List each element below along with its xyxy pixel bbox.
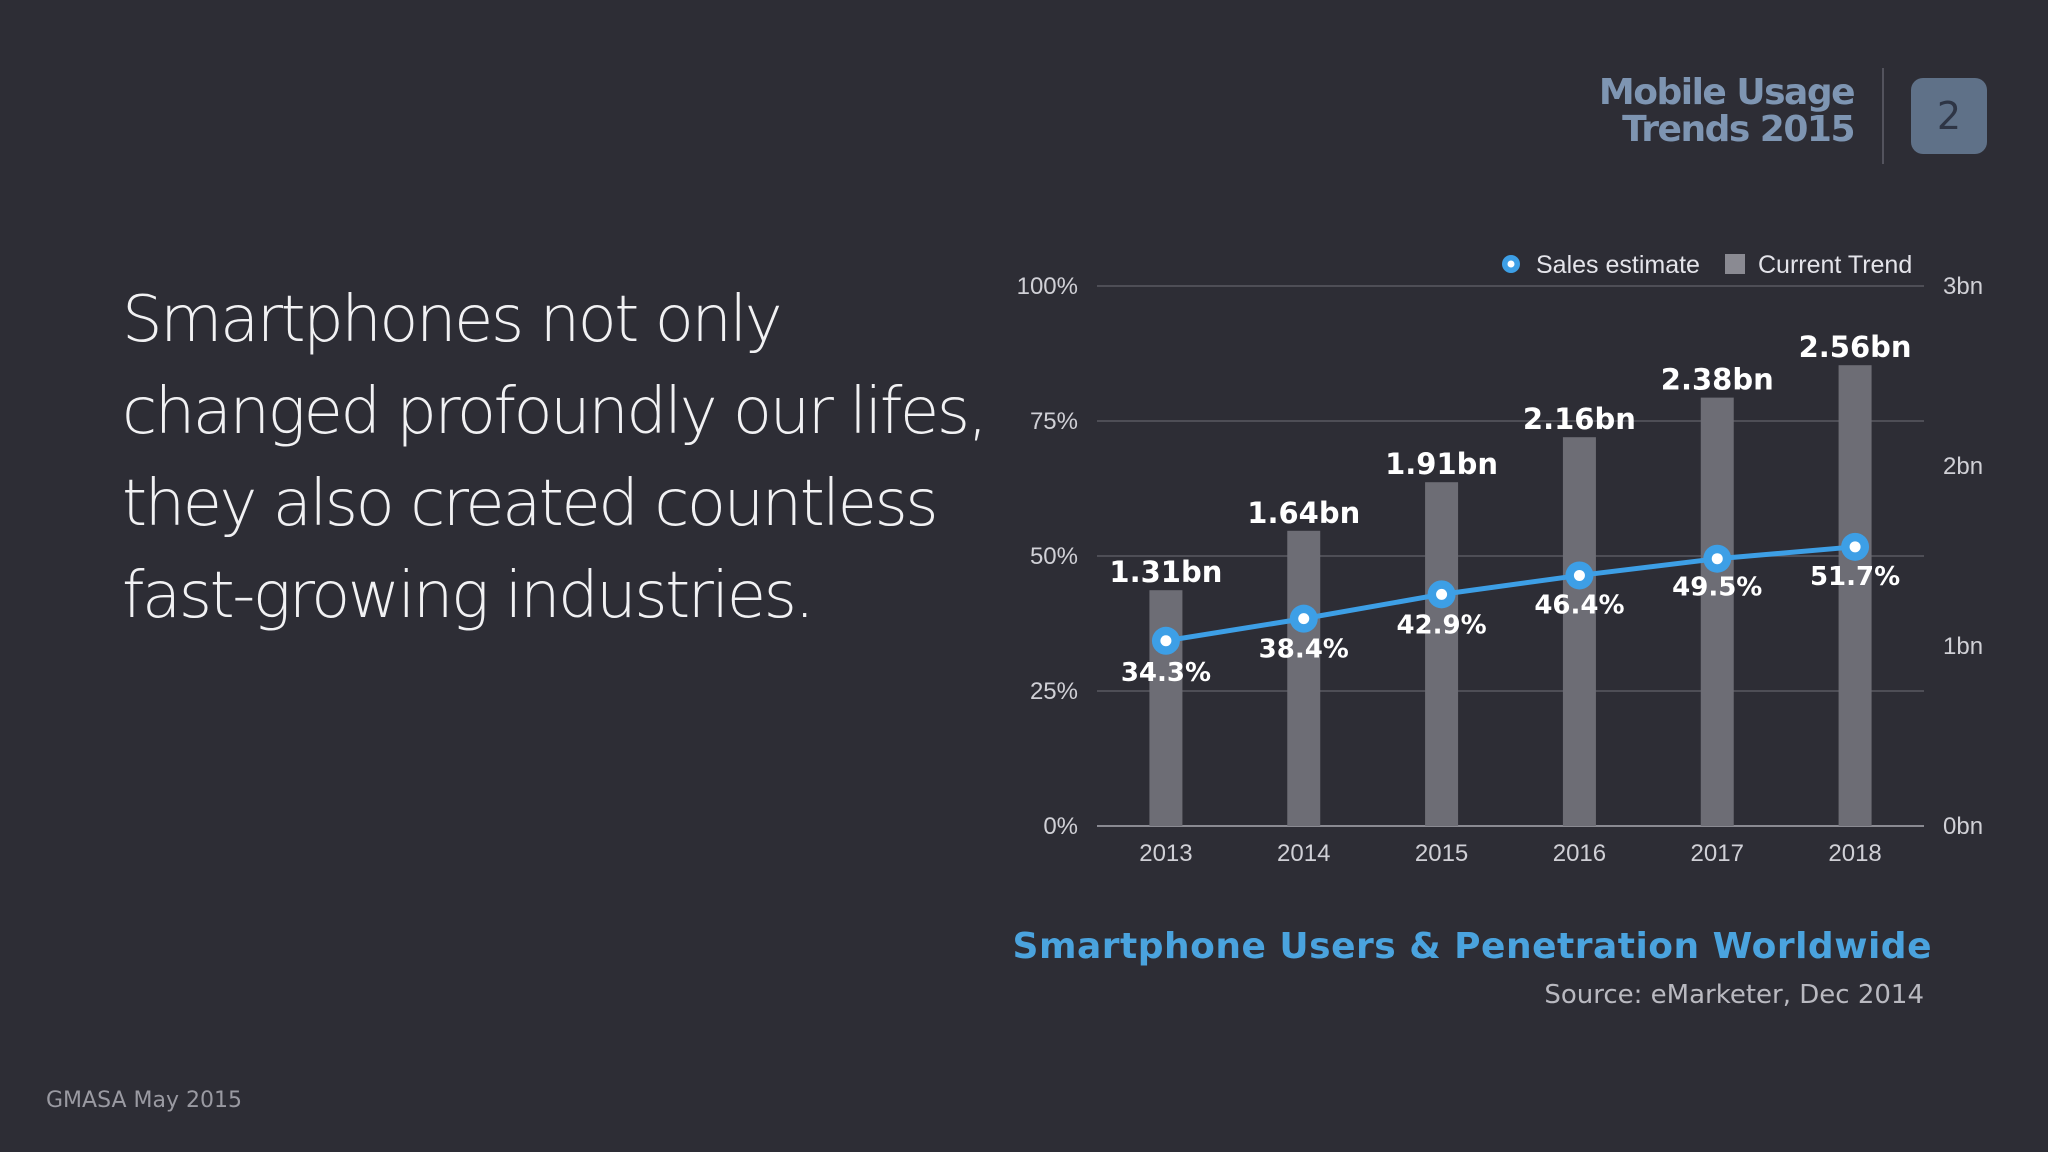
x-tick-label: 2013 (1139, 840, 1192, 867)
bar-data-label: 2.56bn (1799, 330, 1912, 364)
x-tick-label: 2018 (1828, 840, 1881, 867)
line-point-center (1436, 588, 1448, 600)
x-tick-label: 2016 (1553, 840, 1606, 867)
legend-marker-current-trend (1725, 254, 1745, 274)
headline-line-4: fast-growing industries. (122, 559, 815, 633)
brand-line-1: Mobile Usage (1598, 72, 1856, 113)
headline-line-1: Smartphones not only (122, 283, 783, 357)
bar (1149, 590, 1183, 826)
x-tick-label: 2017 (1691, 840, 1744, 867)
legend-marker-sales-estimate-center (1507, 260, 1515, 268)
x-tick-label: 2014 (1277, 840, 1330, 867)
bar (1425, 482, 1459, 826)
chart-title: Smartphone Users & Penetration Worldwide (1012, 926, 1932, 967)
sales-estimate-line (1165, 544, 1856, 644)
chart-source: Source: eMarketer, Dec 2014 (1544, 980, 1924, 1010)
bar (1700, 397, 1734, 826)
bar-data-label: 2.16bn (1523, 402, 1636, 436)
y-right-tick-label: 3bn (1943, 273, 1983, 300)
y-left-tick-label: 75% (1030, 408, 1078, 435)
legend-label-sales-estimate: Sales estimate (1536, 251, 1700, 279)
bar-data-label: 1.64bn (1247, 496, 1360, 530)
line-data-label: 38.4% (1259, 635, 1349, 665)
bar-data-label: 1.91bn (1385, 447, 1498, 481)
y-left-tick-label: 100% (1017, 273, 1078, 300)
line-data-label: 34.3% (1121, 658, 1211, 688)
line-data-label: 49.5% (1672, 573, 1762, 603)
brand-line-2: Trends 2015 (1622, 109, 1855, 150)
footer-text: GMASA May 2015 (46, 1088, 242, 1113)
bar-data-label: 2.38bn (1661, 363, 1774, 397)
header-divider (1882, 68, 1884, 164)
bar (1562, 437, 1596, 826)
line-data-label: 42.9% (1396, 610, 1486, 640)
bar (1287, 530, 1321, 826)
line-point-center (1573, 569, 1585, 581)
bar-data-label: 1.31bn (1109, 555, 1222, 589)
y-left-tick-label: 0% (1043, 813, 1078, 840)
line-data-label: 46.4% (1534, 590, 1624, 620)
legend-label-current-trend: Current Trend (1758, 251, 1912, 279)
y-right-tick-label: 1bn (1943, 633, 1983, 660)
y-left-tick-label: 50% (1030, 543, 1078, 570)
y-right-tick-label: 0bn (1943, 813, 1983, 840)
headline: Smartphones not only changed profoundly … (122, 274, 1002, 642)
line-data-label: 51.7% (1810, 562, 1900, 592)
line-point-center (1849, 541, 1861, 553)
bar (1838, 365, 1872, 826)
line-point-center (1711, 553, 1723, 565)
y-left-tick-label: 25% (1030, 678, 1078, 705)
brand-title: Mobile Usage Trends 2015 (1598, 72, 1856, 150)
line-point-center (1298, 613, 1310, 625)
y-right-tick-label: 2bn (1943, 453, 1983, 480)
x-tick-label: 2015 (1415, 840, 1468, 867)
headline-line-3: they also created countless (122, 467, 939, 541)
line-point-center (1160, 635, 1172, 647)
headline-line-2: changed profoundly our lifes, (122, 375, 988, 449)
page-number-badge: 2 (1911, 78, 1987, 154)
